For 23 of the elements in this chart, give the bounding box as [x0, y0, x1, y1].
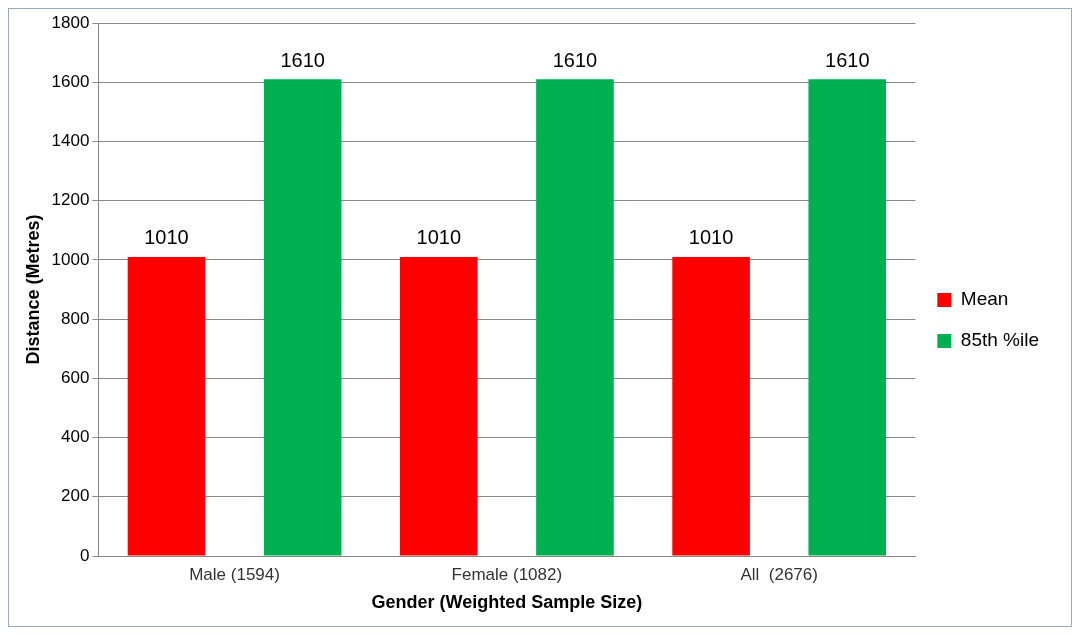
legend-label: Mean: [960, 288, 1009, 310]
y-tick-label: 1600: [51, 71, 90, 91]
y-tick-label: 0: [79, 545, 90, 565]
legend-label: 85th %ile: [960, 329, 1040, 351]
data-label: 1010: [416, 226, 462, 249]
data-label: 1610: [552, 48, 598, 71]
data-label: 1010: [688, 226, 734, 249]
x-axis-title: Gender (Weighted Sample Size): [371, 592, 643, 613]
y-axis-title: Distance (Metres): [22, 214, 43, 365]
y-tick-label: 200: [61, 486, 90, 506]
y-tick-label: 400: [61, 427, 90, 447]
x-tick-label: Male (1594): [189, 564, 280, 584]
x-tick-label: All (2676): [740, 564, 818, 584]
y-tick-label: 1800: [51, 12, 90, 32]
y-tick-label: 800: [61, 308, 90, 328]
y-tick-label: 600: [61, 368, 90, 388]
y-tick-label: 1400: [51, 131, 90, 151]
y-tick-label: 1200: [51, 190, 90, 210]
data-label: 1610: [825, 48, 870, 71]
y-tick-label: 1000: [51, 249, 90, 269]
data-label: 1010: [144, 226, 189, 249]
data-label: 1610: [280, 48, 325, 71]
x-tick-label: Female (1082): [451, 564, 563, 584]
